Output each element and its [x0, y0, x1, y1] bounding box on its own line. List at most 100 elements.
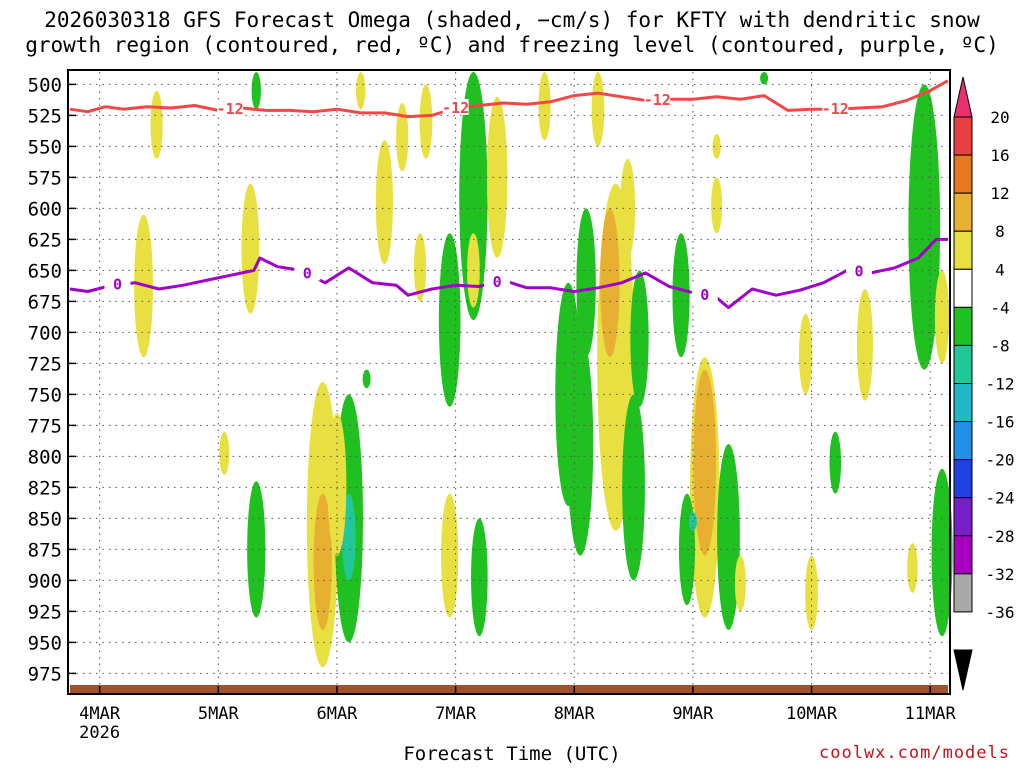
omega-blob-1: [241, 183, 260, 314]
y-tick-label-525: 525: [28, 105, 62, 127]
x-axis-title: Forecast Time (UTC): [403, 743, 621, 765]
colorbar-label-12: -32: [986, 565, 1015, 584]
x-tick-label-0: 4MAR: [79, 704, 121, 724]
contour-label-bg-0-2: [644, 90, 671, 107]
contour-label-bg-0-3: [822, 100, 849, 117]
contour-label-bg-1-3: [691, 286, 718, 303]
contour-label-1-4: 0: [854, 263, 863, 281]
omega-blob-11: [486, 96, 508, 259]
omega-blob-48: [441, 493, 459, 618]
source-credit: coolwx.com/models: [819, 743, 1010, 763]
omega-blob-4: [356, 72, 366, 110]
omega-blob-14: [576, 208, 596, 358]
x-tick-label-5: 9MAR: [672, 704, 714, 724]
y-tick-label-650: 650: [28, 260, 62, 282]
colorbar-label-2: 12: [990, 184, 1009, 203]
colorbar-label-3: 8: [995, 222, 1005, 241]
colorbar-label-11: -28: [986, 527, 1015, 546]
colorbar-label-8: -16: [986, 413, 1015, 432]
colorbar-swatch-8: [953, 383, 973, 423]
ground-strip: [70, 685, 948, 693]
y-tick-label-600: 600: [28, 198, 62, 220]
omega-blob-24: [712, 134, 721, 159]
omega-blob-0: [251, 72, 261, 110]
omega-blob-5: [375, 140, 393, 265]
omega-blob-31: [734, 555, 746, 612]
omega-blob-19: [620, 158, 636, 258]
omega-blob-50: [362, 369, 371, 389]
omega-blob-23: [711, 177, 723, 234]
colorbar-swatch-13: [953, 573, 973, 613]
contour-label-bg-0-0: [217, 100, 244, 117]
omega-blob-18: [600, 208, 620, 358]
omega-blob-10: [459, 72, 488, 320]
y-tick-label-750: 750: [28, 384, 62, 406]
colorbar-label-9: -20: [986, 451, 1015, 470]
y-tick-label-675: 675: [28, 291, 62, 313]
colorbar-label-5: -4: [990, 298, 1009, 317]
x-tick-label-3: 7MAR: [435, 704, 477, 724]
y-tick-label-625: 625: [28, 229, 62, 251]
y-tick-label-850: 850: [28, 508, 62, 530]
colorbar-swatch-3: [953, 192, 973, 232]
y-tick-label-775: 775: [28, 415, 62, 437]
x-tick-label-6: 10MAR: [786, 704, 838, 724]
omega-blob-36: [931, 468, 953, 637]
contour-label-bg-1-0: [104, 275, 131, 292]
colorbar: 20 16 12 8 4 -4 -8 -12 -16 -20 -24 -28 -32 -36: [953, 76, 1015, 691]
omega-blob-38: [934, 270, 950, 364]
contour-label-0-0: -12: [217, 100, 244, 118]
contour-label-bg-1-4: [846, 262, 873, 279]
omega-blob-27: [622, 394, 645, 581]
chart-title-line-1: 2026030318 GFS Forecast Omega (shaded, −…: [44, 8, 980, 32]
omega-blob-47: [471, 518, 488, 637]
colorbar-swatch-9: [953, 421, 973, 461]
y-tick-label-900: 900: [28, 570, 62, 592]
omega-blob-33: [798, 313, 813, 395]
y-tick-label-925: 925: [28, 601, 62, 623]
omega-blob-49: [219, 431, 230, 475]
omega-blob-8: [419, 84, 433, 159]
contour-label-bg-1-1: [294, 264, 321, 281]
colorbar-swatch-11: [953, 497, 973, 537]
colorbar-label-13: -36: [986, 603, 1015, 622]
omega-blob-22: [672, 233, 690, 358]
colorbar-label-6: -8: [990, 336, 1009, 355]
omega-blob-37: [907, 543, 918, 593]
plot-frame: [67, 69, 951, 695]
y-tick-label-975: 975: [28, 663, 62, 685]
x-tick-label-2: 6MAR: [316, 704, 358, 724]
colorbar-swatch-6: [953, 306, 973, 346]
y-tick-label-550: 550: [28, 136, 62, 158]
omega-blob-20: [591, 72, 605, 147]
contour-label-bg-1-2: [484, 272, 511, 289]
omega-blob-13: [538, 72, 551, 141]
colorbar-label-4: 4: [995, 260, 1005, 279]
y-tick-label-825: 825: [28, 477, 62, 499]
colorbar-swatch-10: [953, 459, 973, 499]
colorbar-label-7: -12: [986, 375, 1015, 394]
contour-label-1-3: 0: [700, 286, 709, 304]
omega-blob-34: [856, 289, 873, 401]
x-tick-label-1: 5MAR: [198, 704, 240, 724]
omega-blob-26: [693, 369, 717, 556]
contour-label-1-0: 0: [113, 276, 122, 294]
contour-label-0-2: -12: [644, 91, 671, 109]
omega-blob-6: [396, 103, 409, 172]
colorbar-top-arrow: [953, 76, 973, 118]
colorbar-label-1: 16: [990, 146, 1009, 165]
x-tick-sublabel-0: 2026: [79, 723, 120, 743]
omega-blob-3: [150, 90, 163, 159]
contour-label-1-2: 0: [493, 273, 502, 291]
contour-line-0: [69, 79, 949, 119]
colorbar-label-0: 20: [990, 108, 1009, 127]
omega-blob-35: [908, 84, 941, 370]
omega-blob-41: [247, 481, 266, 618]
y-tick-label-950: 950: [28, 632, 62, 654]
y-tick-label-800: 800: [28, 446, 62, 468]
contour-label-1-1: 0: [303, 265, 312, 283]
contour-label-0-3: -12: [822, 100, 849, 118]
y-axis-ticks: 500 525 550 575 600 625 650 675 700 725 750 775 800 8…: [28, 74, 76, 685]
